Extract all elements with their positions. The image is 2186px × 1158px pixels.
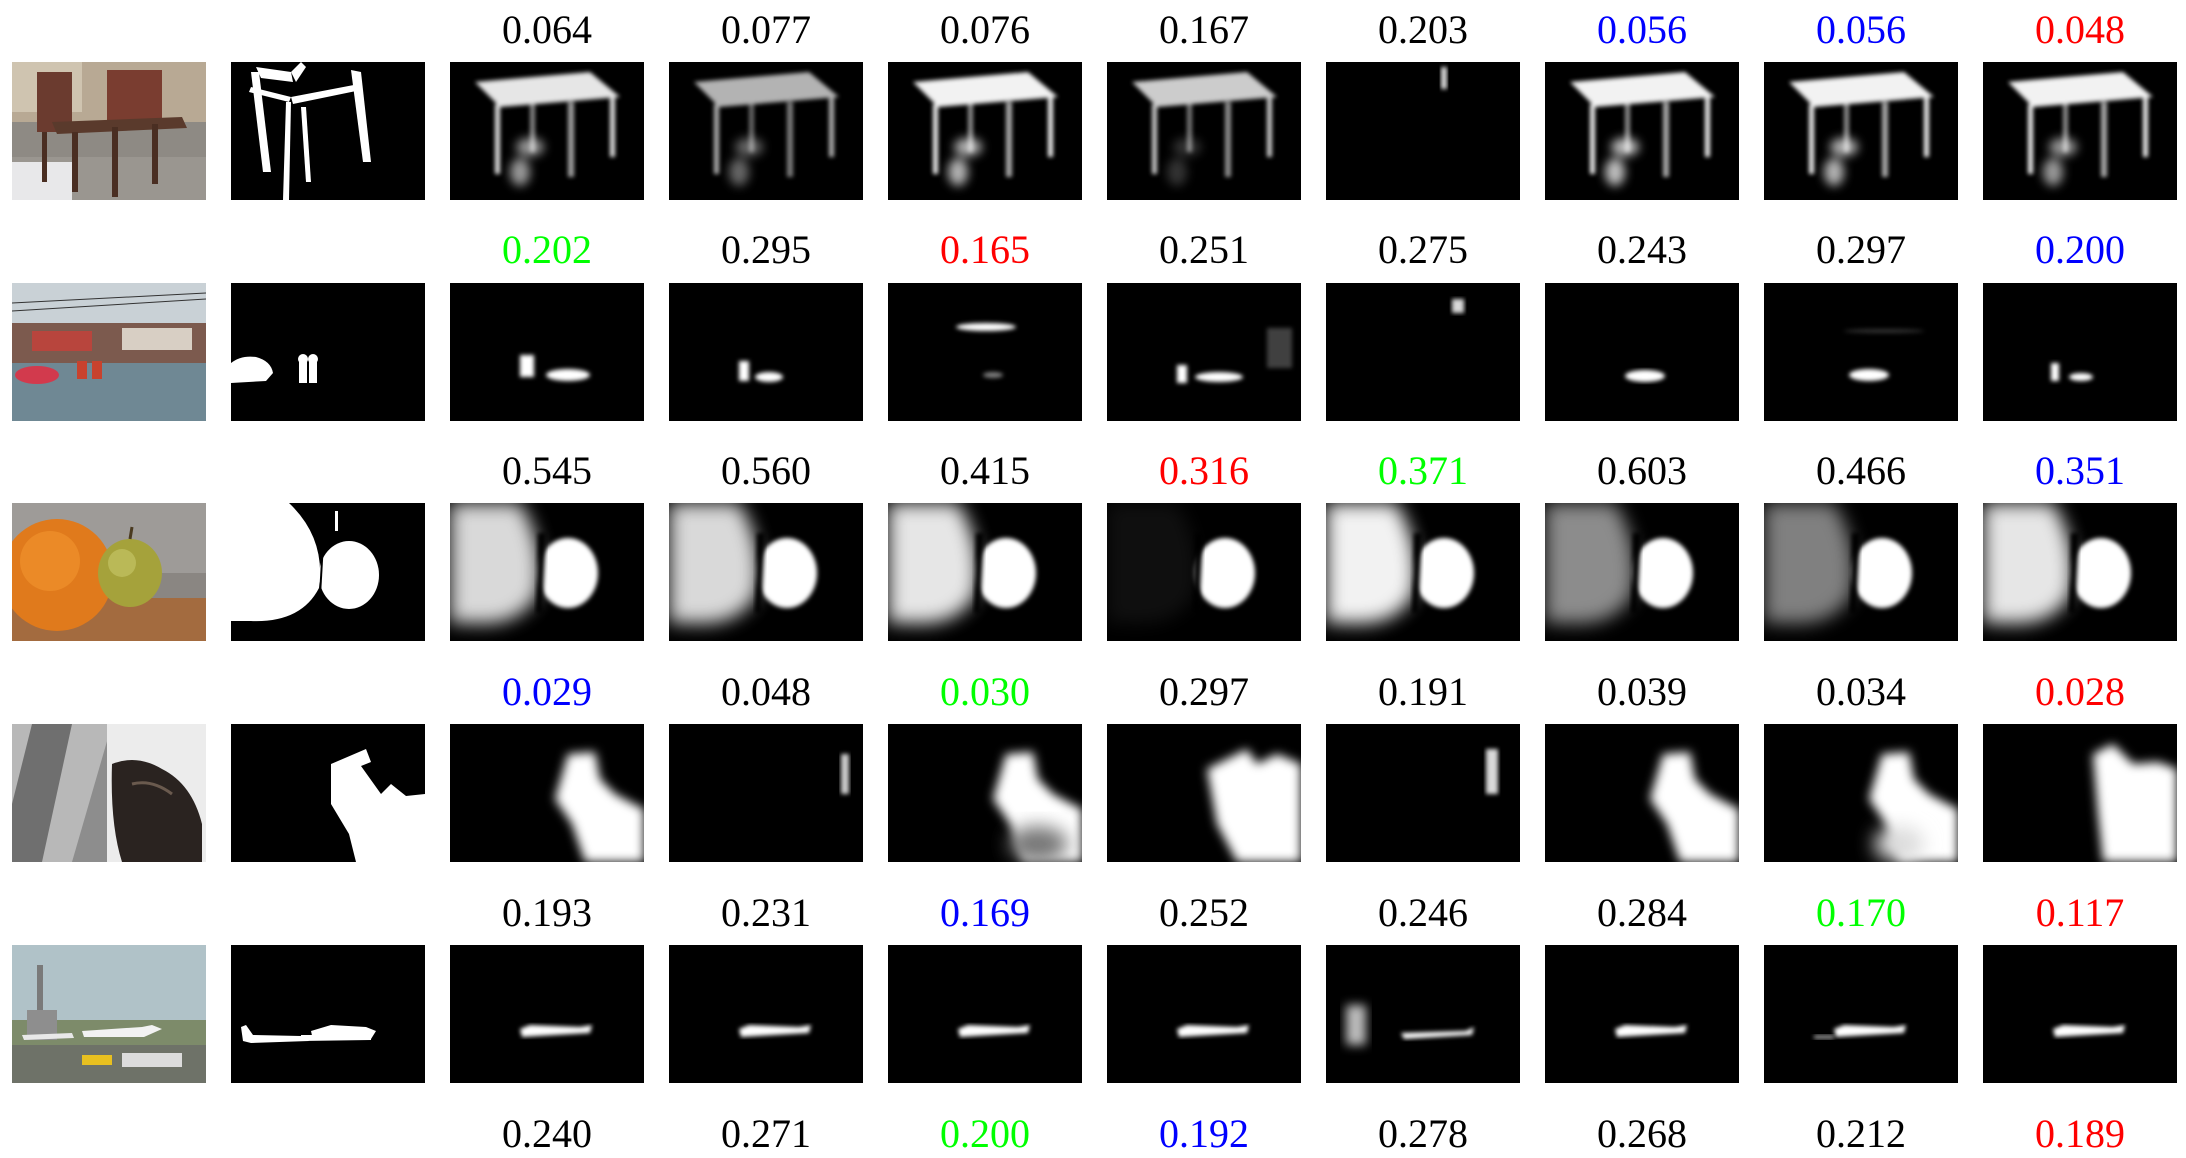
score-label: 0.029 bbox=[502, 669, 592, 714]
score-label: 0.466 bbox=[1816, 448, 1906, 493]
score-label: 0.191 bbox=[1378, 669, 1468, 714]
prediction-map bbox=[1983, 503, 2177, 641]
score-label: 0.271 bbox=[721, 1111, 811, 1156]
score-label: 0.252 bbox=[1159, 890, 1249, 935]
score-label: 0.076 bbox=[940, 7, 1030, 52]
input-photo bbox=[12, 62, 206, 200]
prediction-map bbox=[888, 945, 1082, 1083]
prediction-map bbox=[1983, 724, 2177, 862]
ground-truth-mask bbox=[231, 724, 425, 862]
prediction-map bbox=[1983, 62, 2177, 200]
score-label: 0.034 bbox=[1816, 669, 1906, 714]
prediction-map bbox=[450, 503, 644, 641]
score-label: 0.603 bbox=[1597, 448, 1687, 493]
prediction-map bbox=[1107, 283, 1301, 421]
input-photo bbox=[12, 283, 206, 421]
prediction-map bbox=[888, 62, 1082, 200]
score-label: 0.212 bbox=[1816, 1111, 1906, 1156]
prediction-map bbox=[1545, 503, 1739, 641]
ground-truth-mask bbox=[231, 945, 425, 1083]
score-label: 0.278 bbox=[1378, 1111, 1468, 1156]
prediction-map bbox=[1545, 724, 1739, 862]
score-label: 0.064 bbox=[502, 7, 592, 52]
prediction-map bbox=[669, 945, 863, 1083]
score-label: 0.251 bbox=[1159, 227, 1249, 272]
score-label: 0.316 bbox=[1159, 448, 1249, 493]
prediction-map bbox=[1326, 503, 1520, 641]
score-label: 0.202 bbox=[502, 227, 592, 272]
prediction-map bbox=[1764, 503, 1958, 641]
prediction-map bbox=[1764, 945, 1958, 1083]
score-label: 0.056 bbox=[1816, 7, 1906, 52]
prediction-map bbox=[669, 62, 863, 200]
ground-truth-mask bbox=[231, 283, 425, 421]
score-label: 0.039 bbox=[1597, 669, 1687, 714]
score-label: 0.048 bbox=[721, 669, 811, 714]
prediction-map bbox=[1545, 62, 1739, 200]
prediction-map bbox=[1107, 724, 1301, 862]
score-label: 0.028 bbox=[2035, 669, 2125, 714]
prediction-map bbox=[1545, 283, 1739, 421]
score-label: 0.297 bbox=[1816, 227, 1906, 272]
score-label: 0.240 bbox=[502, 1111, 592, 1156]
prediction-map bbox=[1107, 62, 1301, 200]
ground-truth-mask bbox=[231, 503, 425, 641]
score-label: 0.165 bbox=[940, 227, 1030, 272]
score-label: 0.246 bbox=[1378, 890, 1468, 935]
score-label: 0.371 bbox=[1378, 448, 1468, 493]
ground-truth-mask bbox=[231, 62, 425, 200]
prediction-map bbox=[450, 62, 644, 200]
score-label: 0.560 bbox=[721, 448, 811, 493]
score-label: 0.284 bbox=[1597, 890, 1687, 935]
score-label: 0.275 bbox=[1378, 227, 1468, 272]
prediction-map bbox=[1107, 503, 1301, 641]
score-label: 0.170 bbox=[1816, 890, 1906, 935]
prediction-map bbox=[450, 283, 644, 421]
score-label: 0.117 bbox=[2035, 890, 2125, 935]
score-label: 0.030 bbox=[940, 669, 1030, 714]
score-label: 0.193 bbox=[502, 890, 592, 935]
score-label: 0.243 bbox=[1597, 227, 1687, 272]
input-photo bbox=[12, 945, 206, 1083]
prediction-map bbox=[669, 503, 863, 641]
prediction-map bbox=[1764, 62, 1958, 200]
score-label: 0.545 bbox=[502, 448, 592, 493]
prediction-map bbox=[1983, 283, 2177, 421]
prediction-map bbox=[888, 503, 1082, 641]
score-label: 0.295 bbox=[721, 227, 811, 272]
input-photo bbox=[12, 724, 206, 862]
score-label: 0.056 bbox=[1597, 7, 1687, 52]
score-label: 0.231 bbox=[721, 890, 811, 935]
prediction-map bbox=[669, 724, 863, 862]
prediction-map bbox=[1983, 945, 2177, 1083]
prediction-map bbox=[669, 283, 863, 421]
prediction-map bbox=[450, 945, 644, 1083]
score-label: 0.200 bbox=[2035, 227, 2125, 272]
score-label: 0.167 bbox=[1159, 7, 1249, 52]
prediction-map bbox=[1107, 945, 1301, 1083]
prediction-map bbox=[1545, 945, 1739, 1083]
prediction-map bbox=[1326, 283, 1520, 421]
prediction-map bbox=[1764, 724, 1958, 862]
score-label: 0.169 bbox=[940, 890, 1030, 935]
prediction-map bbox=[1326, 724, 1520, 862]
score-label: 0.048 bbox=[2035, 7, 2125, 52]
score-label: 0.415 bbox=[940, 448, 1030, 493]
score-label: 0.268 bbox=[1597, 1111, 1687, 1156]
score-label: 0.351 bbox=[2035, 448, 2125, 493]
prediction-map bbox=[1764, 283, 1958, 421]
score-label: 0.203 bbox=[1378, 7, 1468, 52]
prediction-map bbox=[1326, 62, 1520, 200]
input-photo bbox=[12, 503, 206, 641]
prediction-map bbox=[888, 283, 1082, 421]
score-label: 0.192 bbox=[1159, 1111, 1249, 1156]
prediction-map bbox=[450, 724, 644, 862]
prediction-map bbox=[888, 724, 1082, 862]
score-label: 0.297 bbox=[1159, 669, 1249, 714]
score-label: 0.077 bbox=[721, 7, 811, 52]
prediction-map bbox=[1326, 945, 1520, 1083]
score-label: 0.189 bbox=[2035, 1111, 2125, 1156]
score-label: 0.200 bbox=[940, 1111, 1030, 1156]
